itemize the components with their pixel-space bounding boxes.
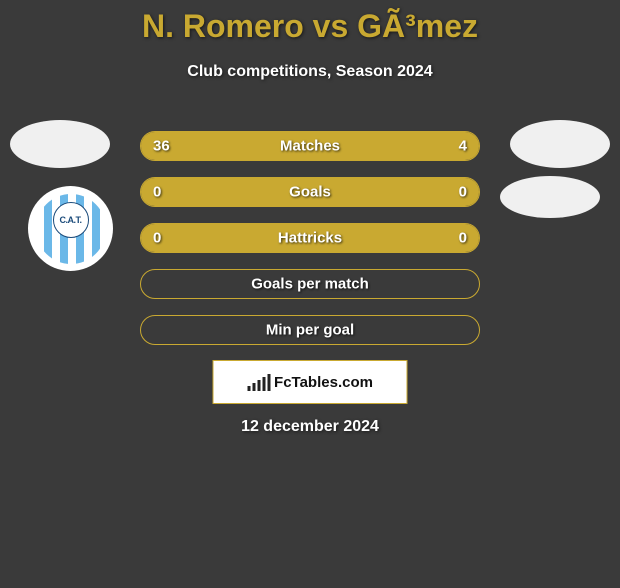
stat-value-right: 0 bbox=[459, 184, 467, 201]
stat-label: Goals per match bbox=[251, 276, 369, 293]
stat-fill-right bbox=[411, 132, 479, 160]
stat-row: Goals per match bbox=[140, 269, 480, 299]
stat-row: 0 Goals 0 bbox=[140, 177, 480, 207]
stat-row: Min per goal bbox=[140, 315, 480, 345]
stat-value-right: 0 bbox=[459, 230, 467, 247]
stat-value-left: 0 bbox=[153, 230, 161, 247]
comparison-title: N. Romero vs GÃ³mez bbox=[0, 8, 620, 45]
stat-fill-left bbox=[141, 178, 310, 206]
stat-rows: 36 Matches 4 0 Goals 0 0 Hattricks 0 Goals per ma… bbox=[140, 131, 480, 361]
club-badge-left bbox=[28, 186, 113, 271]
stat-label: Min per goal bbox=[266, 322, 354, 339]
stat-value-left: 36 bbox=[153, 138, 170, 155]
stat-row: 0 Hattricks 0 bbox=[140, 223, 480, 253]
stat-fill-left bbox=[141, 132, 411, 160]
comparison-subtitle: Club competitions, Season 2024 bbox=[0, 63, 620, 81]
bars-icon bbox=[247, 373, 270, 391]
stat-row: 36 Matches 4 bbox=[140, 131, 480, 161]
stat-label: Hattricks bbox=[278, 230, 342, 247]
club-badge-cat-icon bbox=[36, 194, 106, 264]
stat-label: Goals bbox=[289, 184, 331, 201]
stat-fill-right bbox=[310, 178, 479, 206]
attribution-text: FcTables.com bbox=[274, 374, 373, 391]
generated-date: 12 december 2024 bbox=[241, 418, 379, 436]
player-avatar-left bbox=[10, 120, 110, 168]
club-badge-right bbox=[500, 176, 600, 218]
attribution-box: FcTables.com bbox=[213, 360, 408, 404]
player-avatar-right bbox=[510, 120, 610, 168]
stat-value-right: 4 bbox=[459, 138, 467, 155]
stat-value-left: 0 bbox=[153, 184, 161, 201]
stat-label: Matches bbox=[280, 138, 340, 155]
